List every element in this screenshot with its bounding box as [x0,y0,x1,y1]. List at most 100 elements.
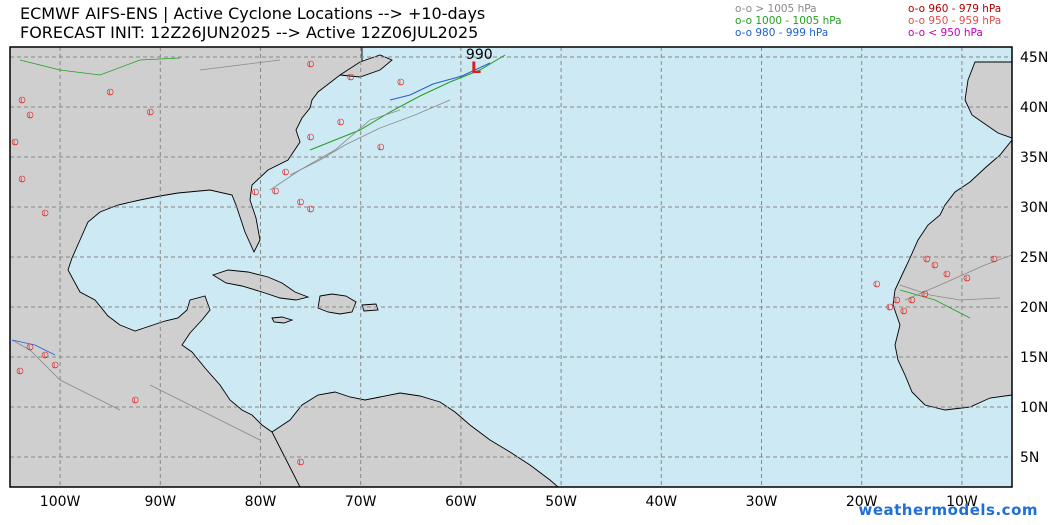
low-marker-ring [921,290,929,298]
low-marker-letter: L [28,344,32,352]
lon-tick-label: 70W [345,494,377,510]
low-marker-letter: L [18,368,22,376]
low-marker-letter: L [945,271,949,279]
low-marker-ring [297,458,304,466]
lat-tick-label: 20N [1020,300,1048,316]
low-marker-letter: L [133,397,137,405]
lat-tick-label: 45N [1020,50,1048,66]
low-marker-ring [397,78,405,86]
cyclone-tracks-layer [11,54,1012,441]
low-marker-ring [41,351,49,359]
legend-item-gt1005: o-o > 1005 hPa [735,3,817,15]
low-marker-letter: L [309,134,313,142]
low-marker-letter: L [108,89,112,97]
lon-tick-label: 90W [144,494,176,510]
track-grey [149,384,261,441]
low-marker-letter: L [28,112,32,120]
low-marker-letter: L [284,169,288,177]
low-marker-letter: L [399,79,403,87]
track-grey [11,339,121,411]
low-marker-ring [106,88,114,96]
hispaniola-island [317,293,357,315]
iberia-land [964,61,1012,139]
track-blue [11,339,56,356]
lon-tick-label: 100W [40,494,81,510]
track-green [309,54,506,151]
low-marker-letter: L [254,189,258,197]
low-marker-letter: L [965,275,969,283]
longitude-tick-labels: 100W 90W 80W 70W 60W 50W 40W 30W 20W 10W [40,494,978,510]
low-marker-ring [26,111,34,119]
legend-item-980-999: o-o 980 - 999 hPa [735,27,829,39]
lat-tick-label: 35N [1020,150,1048,166]
low-marker-ring [26,343,34,351]
low-marker-ring [337,118,344,126]
low-marker-ring [900,307,908,315]
lon-tick-label: 10W [946,494,978,510]
low-marker-letter: L [148,109,152,117]
low-marker-letter: L [992,256,996,264]
low-marker-letter: L [20,97,24,105]
lat-tick-label: 30N [1020,200,1048,216]
track-grey [269,109,401,191]
lon-tick-label: 80W [245,494,277,510]
low-marker-ring [963,274,971,282]
low-marker-ring [923,255,931,263]
nova-scotia-land [338,54,393,78]
legend-left: o-o > 1005 hPa o-o 1000 - 1005 hPa o-o 9… [735,3,842,39]
track-grey [199,59,281,71]
low-marker-letter: L [309,61,313,69]
legend-right: o-o 960 - 979 hPa o-o 950 - 959 hPa o-o … [908,3,1001,39]
south-america-land [271,391,559,487]
lon-tick-label: 50W [545,494,577,510]
latitude-tick-labels: 45N 40N 35N 30N 25N 20N 15N 10N 5N [1020,50,1048,466]
low-marker-ring [347,73,354,81]
legend-item-1000-1005: o-o 1000 - 1005 hPa [735,15,842,27]
lat-tick-label: 15N [1020,350,1048,366]
low-marker-letter: L [910,297,914,305]
lat-tick-label: 25N [1020,250,1048,266]
low-marker-ring [307,133,314,141]
low-marker-ring [146,108,154,116]
low-marker-letter: L [895,297,899,305]
low-marker-letter: L [349,74,353,82]
low-marker-ring [272,187,279,195]
legend-item-lt950: o-o < 950 hPa [908,27,983,39]
africa-land [892,139,1012,411]
strongest-low-marker: L [471,58,481,77]
low-marker-ring [886,303,894,311]
map-frame [9,46,1013,488]
low-marker-ring [51,361,59,369]
low-marker-letter: L [875,281,879,289]
map-title-line2: FORECAST INIT: 12Z26JUN2025 --> Active 1… [20,23,479,42]
lon-tick-label: 30W [746,494,778,510]
low-marker-letter: L [888,304,892,312]
low-marker-ring [18,96,26,104]
low-marker-letter: L [53,362,57,370]
low-marker-letter: L [379,144,383,152]
legend-item-950-959: o-o 950 - 959 hPa [908,15,1002,27]
low-marker-ring [943,270,951,278]
low-marker-letter: L [923,291,927,299]
pressure-annotation: 990 [466,47,493,63]
track-green [19,57,181,76]
low-marker-letter: L [902,308,906,316]
low-marker-letter: L [299,199,303,207]
map-title-line1: ECMWF AIFS-ENS | Active Cyclone Location… [20,4,486,23]
lat-tick-label: 5N [1020,450,1039,466]
low-marker-ring [131,396,139,404]
low-marker-letter: L [339,119,343,127]
low-marker-letter: L [43,210,47,218]
low-marker-ring [41,209,49,217]
track-grey [904,254,1012,301]
low-marker-letter: L [309,206,313,214]
low-marker-ring [307,60,314,68]
track-green [899,289,971,319]
low-marker-ring [908,296,916,304]
low-marker-ring [282,168,289,176]
track-grey [899,284,1001,301]
low-marker-ring [16,367,24,375]
low-marker-ring [297,198,304,206]
